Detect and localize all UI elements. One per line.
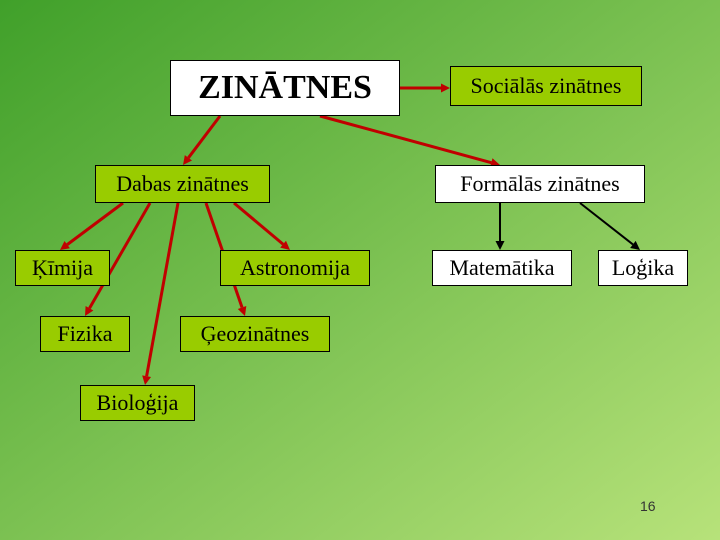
node-matematika: Matemātika [432, 250, 572, 286]
node-logika-label: Loģika [612, 255, 674, 281]
node-kimija: Ķīmija [15, 250, 110, 286]
node-socialas: Sociālās zinātnes [450, 66, 642, 106]
node-biologija: Bioloģija [80, 385, 195, 421]
node-formalas: Formālās zinātnes [435, 165, 645, 203]
node-astronomija-label: Astronomija [240, 255, 350, 281]
node-root-label: ZINĀTNES [198, 69, 372, 107]
node-logika: Loģika [598, 250, 688, 286]
node-geozinatnes-label: Ģeozinātnes [201, 321, 310, 347]
node-root: ZINĀTNES [170, 60, 400, 116]
node-matematika-label: Matemātika [449, 255, 554, 281]
node-kimija-label: Ķīmija [32, 255, 93, 281]
node-geozinatnes: Ģeozinātnes [180, 316, 330, 352]
node-fizika-label: Fizika [58, 321, 113, 347]
node-socialas-label: Sociālās zinātnes [471, 73, 622, 99]
node-fizika: Fizika [40, 316, 130, 352]
node-dabas-label: Dabas zinātnes [116, 171, 249, 197]
node-formalas-label: Formālās zinātnes [460, 171, 619, 197]
node-biologija-label: Bioloģija [97, 390, 179, 416]
node-dabas: Dabas zinātnes [95, 165, 270, 203]
node-astronomija: Astronomija [220, 250, 370, 286]
slide-stage: 16 ZINĀTNES Sociālās zinātnes Dabas zinātn… [0, 0, 720, 540]
page-number: 16 [640, 498, 656, 514]
